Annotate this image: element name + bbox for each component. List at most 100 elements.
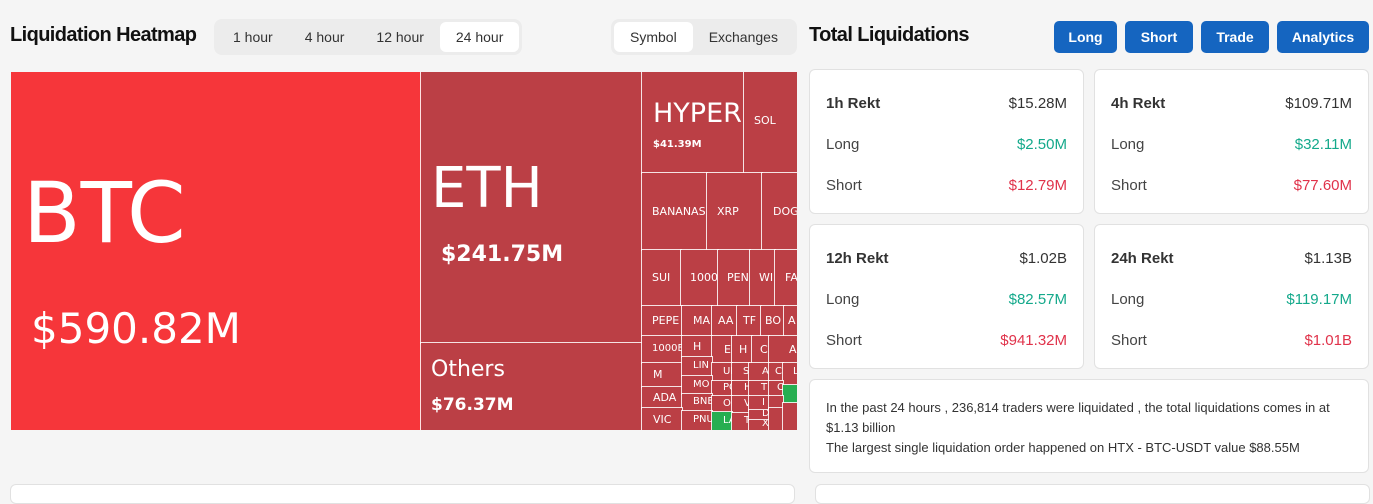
- long-value: $2.50M: [1016, 136, 1067, 153]
- tile-bne[interactable]: BNE: [681, 393, 713, 412]
- tile-value: $241.75M: [441, 242, 564, 267]
- long-value: $82.57M: [1008, 291, 1067, 308]
- tile-symbol: SUI: [652, 271, 671, 284]
- view-symbol[interactable]: Symbol: [614, 22, 693, 52]
- tile-symbol: FA: [785, 271, 797, 284]
- tile-symbol: X: [762, 420, 769, 429]
- tile-e[interactable]: E: [711, 335, 733, 364]
- tile-btc[interactable]: BTC $590.82M: [11, 72, 422, 430]
- short-button[interactable]: Short: [1125, 21, 1193, 53]
- tile-symbol: ADA: [653, 391, 677, 404]
- tile-a3[interactable]: A: [748, 362, 770, 382]
- tile-h[interactable]: H: [681, 335, 713, 358]
- tile-c2[interactable]: C: [768, 362, 784, 382]
- tile-pen[interactable]: PEN: [717, 249, 751, 307]
- tile-pnu[interactable]: PNU: [681, 410, 713, 430]
- tile-value: $590.82M: [31, 304, 241, 353]
- tile-small-3[interactable]: [782, 402, 797, 430]
- tile-symbol: Others: [431, 357, 505, 382]
- trade-button[interactable]: Trade: [1201, 21, 1269, 53]
- tile-symbol: S: [743, 366, 749, 377]
- tile-of[interactable]: OF: [711, 395, 733, 413]
- tile-bo[interactable]: BO: [760, 305, 785, 337]
- timeframe-12h[interactable]: 12 hour: [376, 29, 424, 45]
- card-total: $1.02B: [1019, 250, 1067, 267]
- tile-un[interactable]: UN: [711, 362, 733, 382]
- tile-symbol: MO: [693, 379, 710, 390]
- tile-ta[interactable]: TA: [731, 412, 750, 430]
- tile-symbol: L: [793, 366, 797, 377]
- tile-eth[interactable]: ETH $241.75M: [420, 72, 643, 344]
- tile-vi[interactable]: VI: [731, 395, 750, 414]
- long-value: $32.11M: [1294, 136, 1352, 153]
- tile-sol[interactable]: SOL: [743, 72, 797, 174]
- tile-c3[interactable]: C: [768, 380, 784, 397]
- tile-symbol: TF: [743, 314, 757, 327]
- tile-aa[interactable]: AA: [711, 305, 738, 337]
- tile-symbol: A: [762, 366, 769, 377]
- tile-symbol: LA: [723, 415, 732, 426]
- tile-1000[interactable]: 1000: [680, 249, 719, 307]
- tile-po[interactable]: PO: [711, 380, 733, 397]
- analytics-button[interactable]: Analytics: [1277, 21, 1369, 53]
- tile-mo[interactable]: MO: [681, 375, 713, 395]
- tile-d[interactable]: D: [748, 409, 770, 421]
- tile-symbol: PNU: [693, 414, 712, 425]
- tile-symbol: TA: [744, 415, 749, 426]
- tile-i[interactable]: I: [748, 395, 770, 411]
- tile-symbol: ETH: [431, 156, 543, 221]
- tile-symbol: PEN: [727, 271, 749, 284]
- tile-value: $76.37M: [431, 395, 514, 415]
- bottom-panel-right: [815, 484, 1370, 504]
- tile-value: $41.39M: [653, 139, 702, 150]
- tile-c[interactable]: C: [751, 335, 770, 364]
- tile-1000e[interactable]: 1000E: [641, 335, 683, 364]
- tile-ma[interactable]: MA: [681, 305, 713, 337]
- view-selector: Symbol Exchanges: [611, 19, 797, 55]
- tile-small-1[interactable]: [768, 395, 784, 409]
- total-liquidations-title: Total Liquidations: [809, 24, 970, 46]
- tile-a2[interactable]: A: [768, 335, 797, 364]
- tile-others[interactable]: Others $76.37M: [420, 342, 643, 430]
- tile-ada[interactable]: ADA: [641, 386, 683, 409]
- liquidation-summary: In the past 24 hours , 236,814 traders w…: [809, 379, 1369, 473]
- view-exchanges[interactable]: Exchanges: [708, 29, 778, 45]
- tile-h3[interactable]: H: [731, 380, 750, 397]
- timeframe-1h[interactable]: 1 hour: [233, 29, 273, 45]
- tile-bananas[interactable]: BANANAS: [641, 172, 708, 251]
- tile-sui[interactable]: SUI: [641, 249, 682, 307]
- tile-hyper[interactable]: HYPER $41.39M: [641, 72, 745, 174]
- tile-doge[interactable]: DOG: [761, 172, 797, 251]
- tile-pepe[interactable]: PEPE: [641, 305, 683, 337]
- timeframe-24h[interactable]: 24 hour: [439, 22, 520, 52]
- tile-green-1[interactable]: [782, 384, 797, 404]
- tile-small-2[interactable]: [768, 407, 784, 430]
- short-label: Short: [826, 177, 862, 194]
- tile-l[interactable]: L: [782, 362, 797, 386]
- card-heading: 12h Rekt: [826, 250, 889, 267]
- tile-symbol: T: [761, 382, 768, 393]
- long-label: Long: [826, 291, 860, 308]
- tile-symbol: BO: [765, 314, 782, 327]
- timeframe-4h[interactable]: 4 hour: [304, 29, 345, 45]
- tile-tf[interactable]: TF: [736, 305, 762, 337]
- timeframe-selector: 1 hour 4 hour 12 hour 24 hour: [214, 19, 523, 55]
- tile-xrp[interactable]: XRP: [706, 172, 763, 251]
- tile-symbol: WI: [759, 271, 774, 284]
- tile-t[interactable]: T: [748, 380, 770, 397]
- long-button[interactable]: Long: [1054, 21, 1117, 53]
- tile-m[interactable]: M: [641, 362, 683, 388]
- tile-h2[interactable]: H: [731, 335, 753, 364]
- tile-lin[interactable]: LIN: [681, 356, 713, 377]
- rekt-card-12h: 12h Rekt $1.02B Long $82.57M Short $941.32M: [809, 224, 1084, 369]
- tile-wi[interactable]: WI: [749, 249, 776, 307]
- card-heading: 1h Rekt: [826, 95, 881, 112]
- tile-x[interactable]: X: [748, 419, 770, 430]
- long-label: Long: [1111, 136, 1145, 153]
- tile-fa[interactable]: FA: [774, 249, 797, 307]
- tile-vic[interactable]: VIC: [641, 407, 683, 430]
- tile-s[interactable]: S: [731, 362, 750, 382]
- long-label: Long: [1111, 291, 1145, 308]
- tile-a[interactable]: A: [783, 305, 797, 337]
- tile-la[interactable]: LA: [711, 411, 733, 430]
